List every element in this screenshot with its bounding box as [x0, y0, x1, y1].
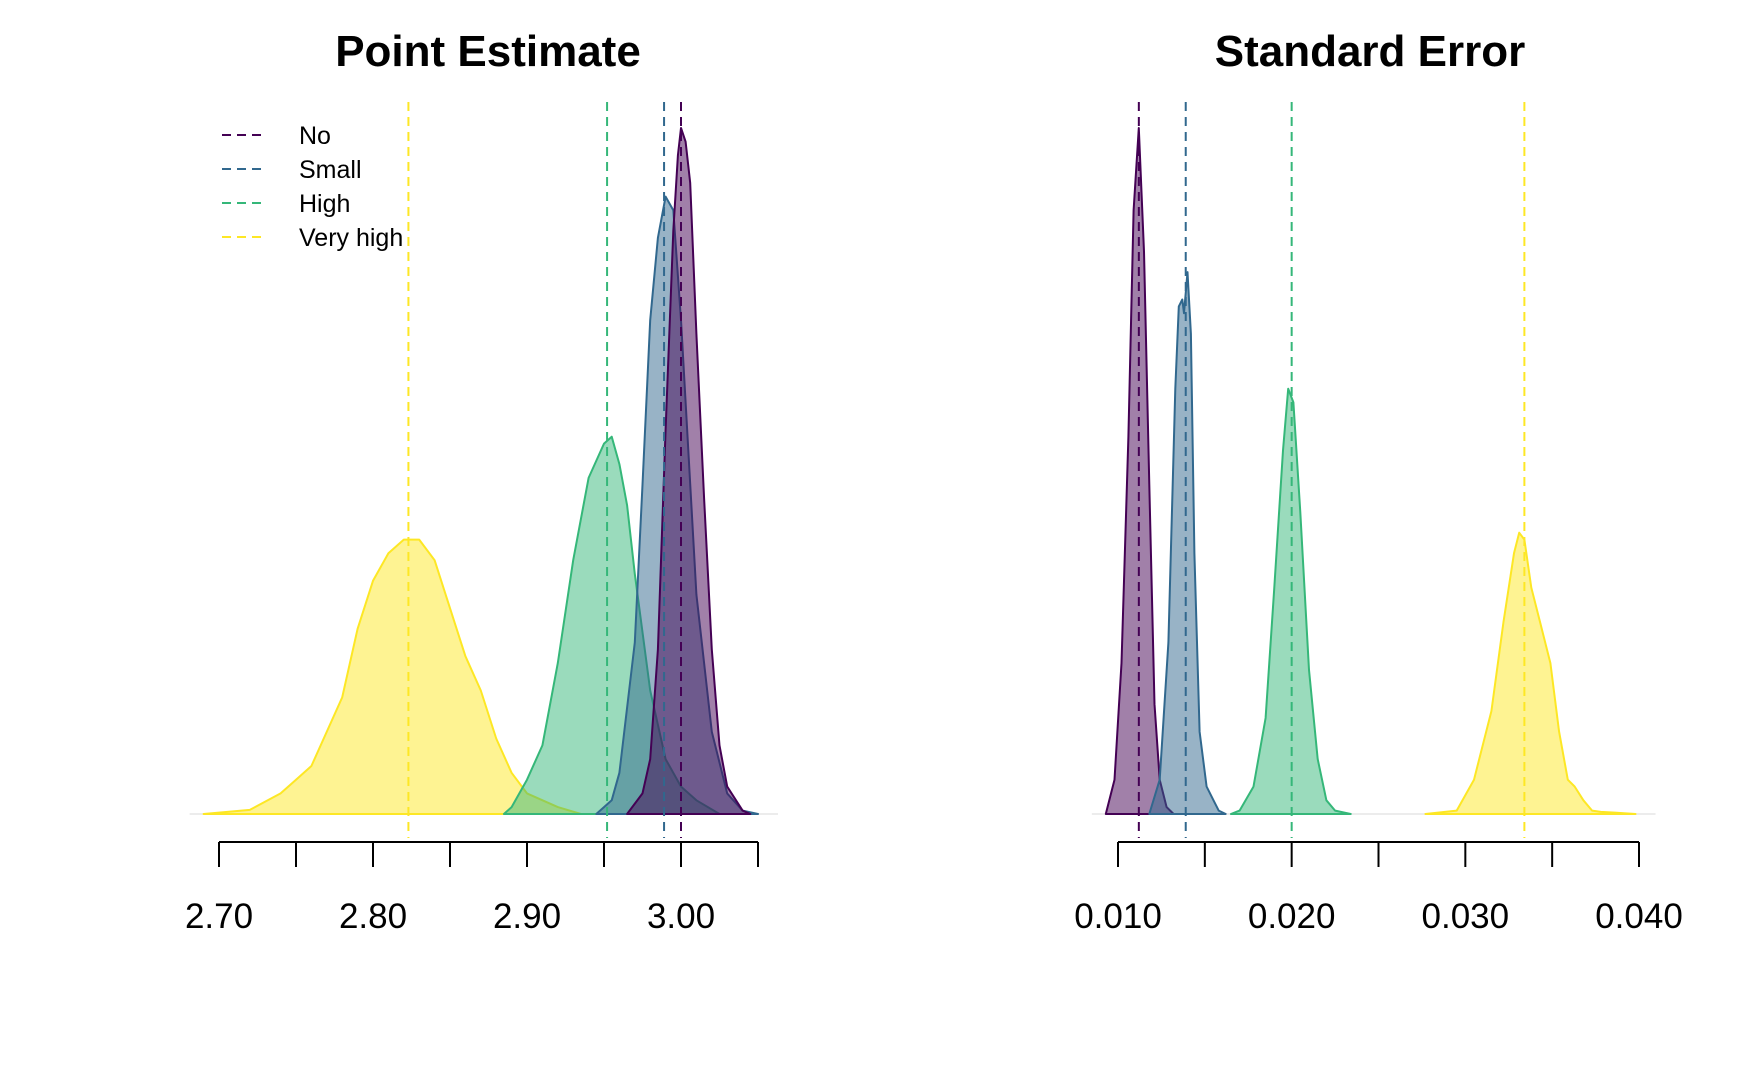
legend-item-very-high: Very high — [222, 224, 403, 252]
density-area-very-high — [202, 538, 582, 815]
x-tick-label: 0.030 — [1422, 897, 1510, 936]
legend-label-no: No — [299, 122, 331, 150]
panel-title-standard-error: Standard Error — [1215, 27, 1526, 76]
panel-title-point-estimate: Point Estimate — [335, 27, 641, 76]
density-area-small — [1148, 271, 1227, 815]
density-area-no — [626, 127, 752, 815]
x-tick-label: 2.90 — [493, 897, 561, 936]
legend: No Small High Very high — [222, 122, 403, 252]
legend-label-very-high: Very high — [299, 224, 403, 252]
x-tick-label: 0.010 — [1074, 897, 1162, 936]
x-tick-label: 0.020 — [1248, 897, 1336, 936]
legend-label-high: High — [299, 190, 350, 218]
legend-label-small: Small — [299, 156, 362, 184]
density-area-very-high — [1424, 531, 1637, 815]
x-tick-label: 3.00 — [647, 897, 715, 936]
legend-item-small: Small — [222, 156, 362, 184]
legend-item-high: High — [222, 190, 350, 218]
panel-standard-error: 0.010 0.020 0.030 0.040 — [1074, 102, 1683, 936]
x-tick-label: 2.80 — [339, 897, 407, 936]
legend-item-no: No — [222, 122, 331, 150]
x-tick-label: 2.70 — [185, 897, 253, 936]
x-tick-label: 0.040 — [1595, 897, 1683, 936]
panel-point-estimate: 2.70 2.80 2.90 3.00 — [185, 102, 778, 936]
